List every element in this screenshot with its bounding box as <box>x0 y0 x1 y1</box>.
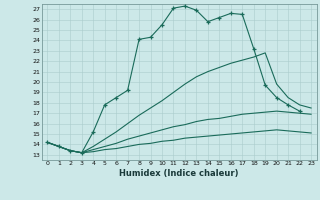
X-axis label: Humidex (Indice chaleur): Humidex (Indice chaleur) <box>119 169 239 178</box>
